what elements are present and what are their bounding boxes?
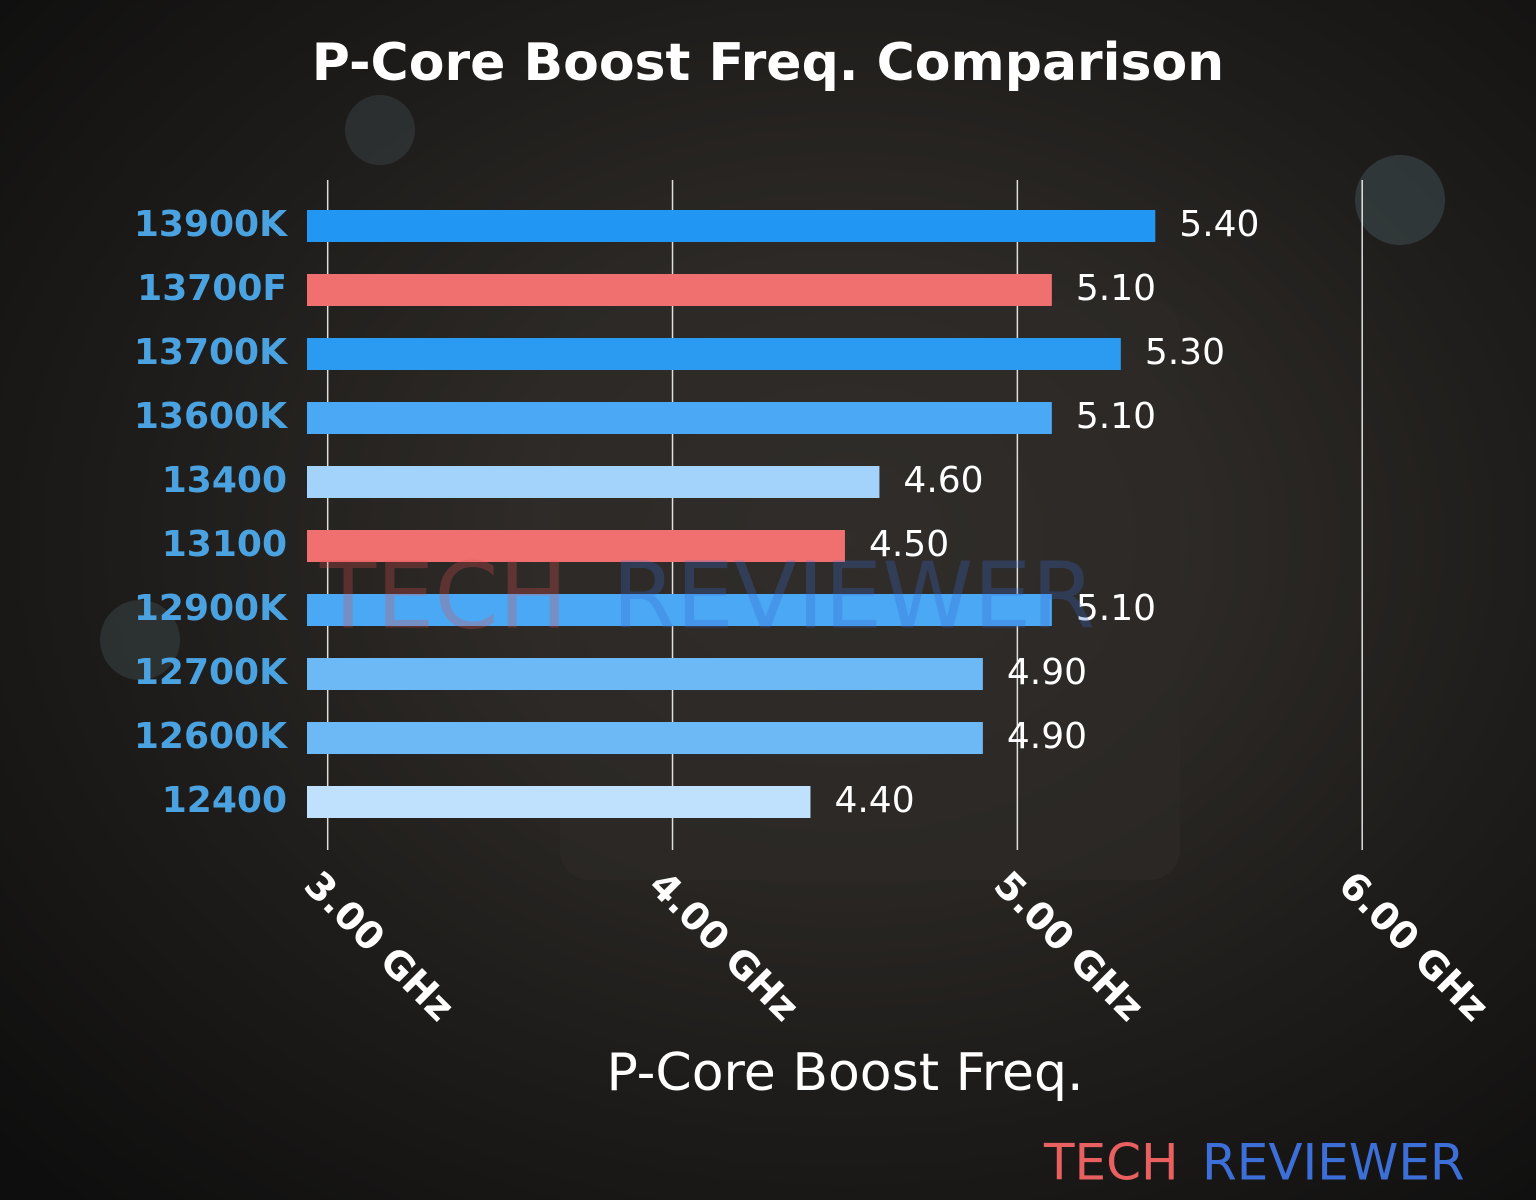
y-tick-label: 13900K [134, 204, 288, 245]
bar [307, 658, 983, 690]
watermark-text: TECH [319, 542, 568, 649]
bar [307, 210, 1156, 242]
value-label: 5.10 [1076, 268, 1156, 309]
bar [307, 594, 1052, 626]
y-tick-label: 12600K [134, 716, 288, 757]
value-label: 4.90 [1007, 716, 1087, 757]
background-blob [1355, 155, 1445, 245]
background-blob [345, 95, 415, 165]
bar [307, 786, 811, 818]
bar [307, 530, 845, 562]
watermark: TECH REVIEWER [319, 542, 1095, 649]
logo-text: REVIEWER [1202, 1134, 1465, 1192]
y-tick-label: 12900K [134, 588, 288, 629]
bar [307, 466, 880, 498]
watermark-text: REVIEWER [612, 542, 1095, 649]
x-axis-label: P-Core Boost Freq. [606, 1043, 1083, 1103]
value-label: 4.40 [834, 780, 914, 821]
value-label: 5.10 [1076, 588, 1156, 629]
y-tick-label: 13400 [162, 460, 287, 501]
y-tick-label: 13600K [134, 396, 288, 437]
value-label: 4.50 [869, 524, 949, 565]
y-tick-label: 12400 [162, 780, 287, 821]
bar [307, 274, 1052, 306]
y-tick-label: 13700K [134, 332, 288, 373]
value-label: 5.40 [1179, 204, 1259, 245]
y-tick-label: 12700K [134, 652, 288, 693]
value-label: 5.10 [1076, 396, 1156, 437]
value-label: 4.60 [903, 460, 983, 501]
y-tick-label: 13700F [137, 268, 287, 309]
bar [307, 722, 983, 754]
bar [307, 402, 1052, 434]
logo-text: TECH [1043, 1134, 1179, 1192]
value-label: 5.30 [1145, 332, 1225, 373]
value-label: 4.90 [1007, 652, 1087, 693]
background-blob [100, 600, 180, 680]
bar [307, 338, 1121, 370]
y-tick-label: 13100 [162, 524, 287, 565]
chart-title: P-Core Boost Freq. Comparison [312, 33, 1224, 93]
